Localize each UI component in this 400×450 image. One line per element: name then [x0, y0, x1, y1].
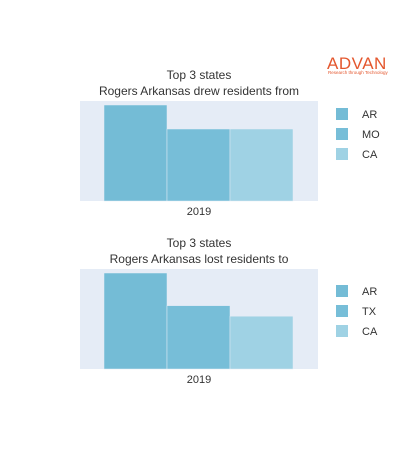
legend-label-mo[interactable]: MO [362, 129, 380, 141]
legend-swatch-mo[interactable] [336, 128, 348, 140]
legend-swatch-ar[interactable] [336, 285, 348, 297]
advan-logo: ADVAN Research through Technology [327, 54, 397, 78]
chart-drew-from: Top 3 states Rogers Arkansas drew reside… [80, 68, 380, 218]
logo-wordmark: ADVAN [327, 54, 387, 73]
legend-label-ar[interactable]: AR [362, 109, 377, 121]
chart-subtitle: Rogers Arkansas lost residents to [110, 252, 289, 266]
chart-title: Top 3 states [167, 68, 232, 82]
chart-lost-to: Top 3 states Rogers Arkansas lost reside… [80, 236, 378, 386]
bar-ar [103, 104, 168, 202]
x-tick-label: 2019 [187, 374, 211, 386]
legend-swatch-ca[interactable] [336, 148, 348, 160]
logo-tagline: Research through Technology [328, 70, 388, 75]
bar-ca [229, 315, 294, 370]
chart-subtitle: Rogers Arkansas drew residents from [99, 84, 299, 98]
bar-ca [229, 128, 294, 202]
legend-label-tx[interactable]: TX [362, 306, 377, 318]
legend-swatch-ar[interactable] [336, 108, 348, 120]
legend-label-ca[interactable]: CA [362, 149, 378, 161]
bar-tx [166, 305, 231, 370]
legend-label-ca[interactable]: CA [362, 326, 378, 338]
bar-mo [166, 128, 231, 202]
bar-ar [103, 272, 168, 370]
legend-swatch-ca[interactable] [336, 325, 348, 337]
legend-label-ar[interactable]: AR [362, 286, 377, 298]
legend-swatch-tx[interactable] [336, 305, 348, 317]
chart-title: Top 3 states [167, 236, 232, 250]
x-tick-label: 2019 [187, 206, 211, 218]
